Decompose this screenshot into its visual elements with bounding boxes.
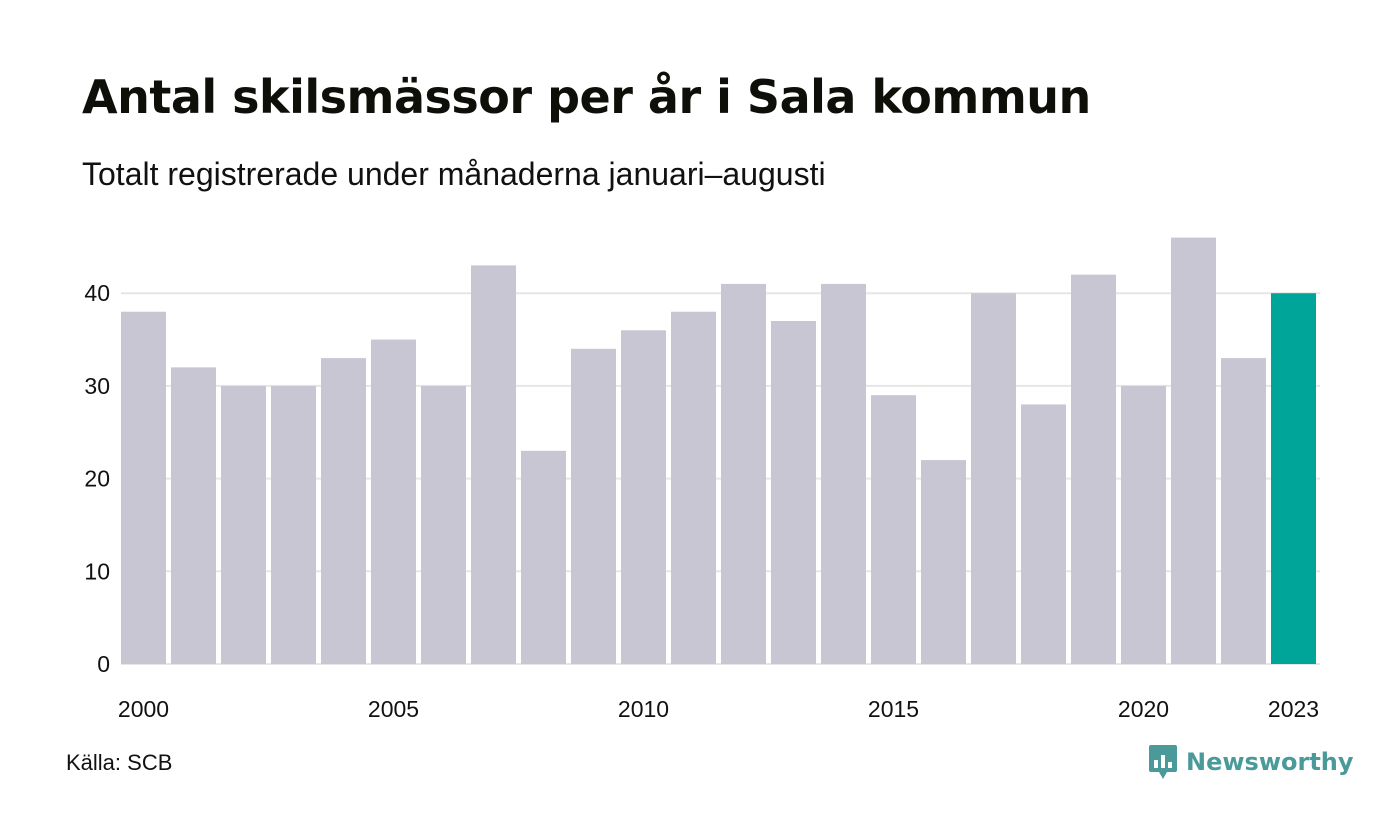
x-tick-label: 2005: [368, 696, 419, 722]
bar-2020: [1121, 385, 1166, 664]
y-axis-ticks: 0 10 20 30 40: [84, 280, 110, 677]
bar-2000: [121, 311, 166, 664]
gridlines: [121, 292, 1320, 665]
bar-2021: [1171, 237, 1216, 664]
x-tick-label: 2020: [1118, 696, 1169, 722]
bar-2016: [921, 460, 966, 664]
bar-2009: [571, 348, 616, 664]
bar-2011: [671, 311, 716, 664]
bar-2002: [221, 385, 266, 664]
y-tick-label: 40: [84, 280, 110, 306]
newsworthy-logo-icon: [1149, 745, 1177, 779]
bar-2023: [1271, 293, 1316, 664]
x-axis-ticks: 2000 2005 2010 2015 2020 2023: [118, 696, 1319, 722]
bar-2017: [971, 293, 1016, 664]
bar-2005: [371, 339, 416, 664]
bar-2022: [1221, 358, 1266, 664]
bar-2001: [171, 367, 216, 664]
bars: [121, 237, 1316, 664]
bar-2014: [821, 283, 866, 664]
chart-subtitle: Totalt registrerade under månaderna janu…: [82, 156, 826, 192]
y-tick-label: 0: [97, 651, 110, 677]
source-label: Källa: SCB: [66, 750, 173, 775]
x-tick-label: 2023: [1268, 696, 1319, 722]
x-tick-label: 2000: [118, 696, 169, 722]
bar-2013: [771, 321, 816, 664]
bar-2010: [621, 330, 666, 664]
bar-2018: [1021, 404, 1066, 664]
x-tick-label: 2010: [618, 696, 669, 722]
chart-title: Antal skilsmässor per år i Sala kommun: [82, 70, 1091, 124]
y-tick-label: 20: [84, 466, 110, 492]
brand-name: Newsworthy: [1186, 748, 1354, 776]
bar-2012: [721, 283, 766, 664]
bar-2006: [421, 385, 466, 664]
bar-2008: [521, 450, 566, 664]
bar-2003: [271, 385, 316, 664]
bar-2004: [321, 358, 366, 664]
y-tick-label: 30: [84, 373, 110, 399]
x-tick-label: 2015: [868, 696, 919, 722]
newsworthy-logo: Newsworthy: [1148, 742, 1354, 782]
bar-2015: [871, 395, 916, 664]
bar-2007: [471, 265, 516, 664]
bar-2019: [1071, 274, 1116, 664]
y-tick-label: 10: [84, 558, 110, 584]
